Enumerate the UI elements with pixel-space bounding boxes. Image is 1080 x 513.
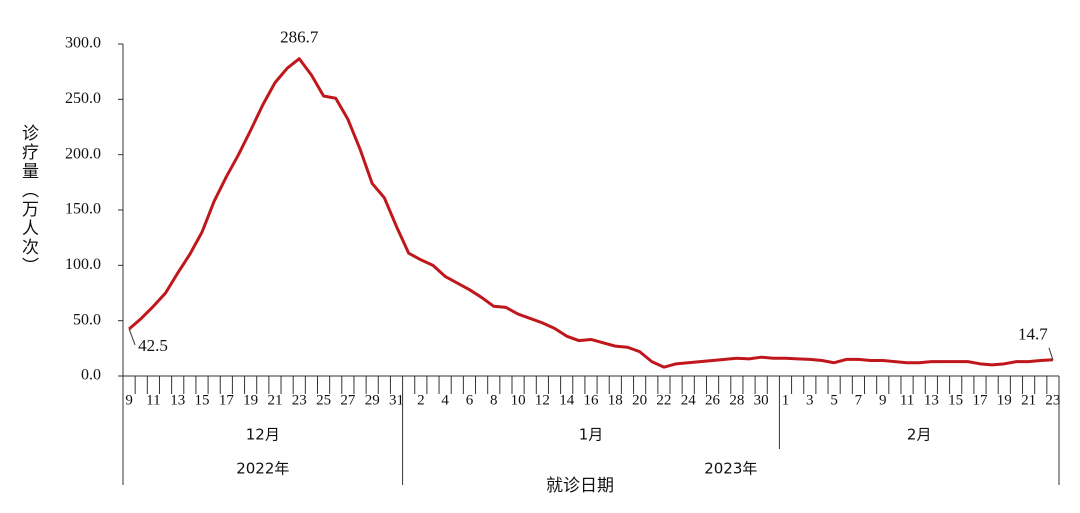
x-tick-label: 29 xyxy=(365,392,380,408)
x-tick-label: 9 xyxy=(879,392,887,408)
x-tick-label: 22 xyxy=(656,392,671,408)
x-tick-label: 13 xyxy=(924,392,939,408)
leader-line xyxy=(1048,347,1054,360)
months-label: 2月 xyxy=(907,426,932,444)
x-tick-label: 31 xyxy=(389,392,404,408)
x-tick-label: 1 xyxy=(782,392,790,408)
x-tick-label: 25 xyxy=(316,392,331,408)
data-label: 14.7 xyxy=(1018,325,1048,344)
months-label: 12月 xyxy=(246,426,280,444)
x-tick-label: 9 xyxy=(125,392,133,408)
x-tick-label: 20 xyxy=(632,392,647,408)
y-tick-label: 300.0 xyxy=(65,35,101,52)
line-series xyxy=(128,57,1054,369)
x-tick-label: 27 xyxy=(340,392,356,408)
x-tick-label: 28 xyxy=(729,392,744,408)
x-tick-label: 3 xyxy=(806,392,814,408)
x-axis-title: 就诊日期 xyxy=(546,476,614,496)
x-tick-label: 14 xyxy=(559,392,575,408)
x-tick-label: 17 xyxy=(219,392,235,408)
x-tick-label: 10 xyxy=(511,392,526,408)
x-tick-label: 7 xyxy=(855,392,863,408)
x-tick-label: 11 xyxy=(146,392,160,408)
y-tick-label: 0.0 xyxy=(81,367,101,384)
y-axis-title: 诊疗量（万人次） xyxy=(18,124,39,276)
x-tick-label: 23 xyxy=(292,392,307,408)
months-label: 1月 xyxy=(579,426,604,444)
y-tick-label: 200.0 xyxy=(65,145,101,162)
x-tick-label: 19 xyxy=(243,392,258,408)
x-tick-label: 21 xyxy=(1021,392,1036,408)
x-tick-label: 12 xyxy=(535,392,550,408)
y-tick-label: 150.0 xyxy=(65,201,101,218)
y-tick-label: 50.0 xyxy=(73,311,101,328)
x-tick-label: 15 xyxy=(948,392,963,408)
x-tick-label: 16 xyxy=(584,392,600,408)
y-tick-label: 250.0 xyxy=(65,90,101,107)
y-tick-label: 100.0 xyxy=(65,256,101,273)
x-tick-label: 8 xyxy=(490,392,498,408)
x-tick-label: 2 xyxy=(417,392,425,408)
years-label: 2022年 xyxy=(236,460,289,478)
x-tick-label: 18 xyxy=(608,392,623,408)
x-tick-label: 5 xyxy=(830,392,838,408)
leader-line xyxy=(128,328,136,346)
data-label: 286.7 xyxy=(280,28,319,47)
data-label: 42.5 xyxy=(138,336,168,355)
x-tick-label: 24 xyxy=(681,392,697,408)
x-tick-label: 19 xyxy=(997,392,1012,408)
x-tick-label: 17 xyxy=(972,392,988,408)
y-axis-title: 诊疗量（万人次） xyxy=(18,124,39,276)
x-tick-label: 4 xyxy=(441,392,449,408)
x-tick-label: 11 xyxy=(900,392,914,408)
x-tick-label: 30 xyxy=(754,392,769,408)
x-tick-label: 23 xyxy=(1045,392,1060,408)
x-tick-label: 15 xyxy=(195,392,210,408)
x-tick-label: 21 xyxy=(267,392,282,408)
x-tick-label: 26 xyxy=(705,392,721,408)
years-label: 2023年 xyxy=(704,460,757,478)
x-tick-label: 13 xyxy=(170,392,185,408)
x-tick-label: 6 xyxy=(466,392,474,408)
